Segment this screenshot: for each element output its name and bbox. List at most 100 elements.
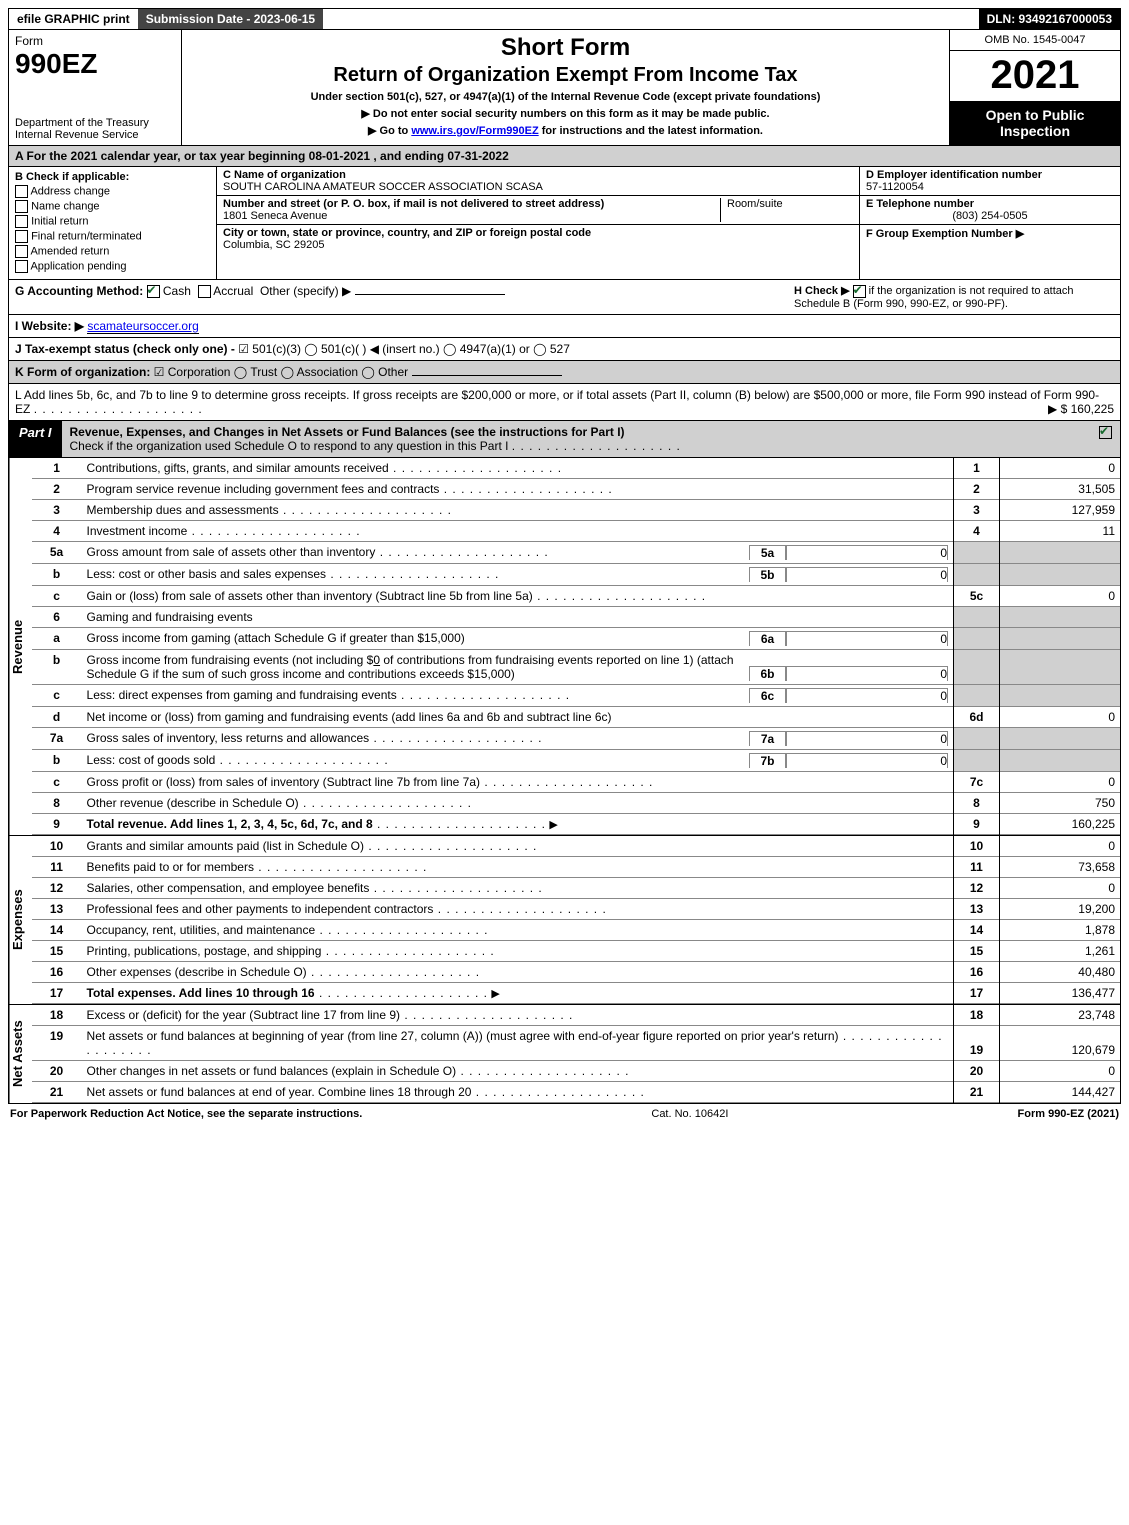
row-i: I Website: ▶ scamateursoccer.org [8, 315, 1121, 338]
b-header: B Check if applicable: [15, 171, 210, 183]
chk-address-change[interactable]: Address change [15, 185, 210, 198]
line-13: 13Professional fees and other payments t… [32, 898, 1120, 919]
line-desc: Gross sales of inventory, less returns a… [87, 731, 370, 745]
checkbox-icon [15, 200, 28, 213]
checkbox-icon [15, 260, 28, 273]
row-a-taxyear: A For the 2021 calendar year, or tax yea… [8, 146, 1121, 167]
part-i-checkbox-cell [1091, 421, 1120, 457]
part-i-title: Revenue, Expenses, and Changes in Net As… [62, 421, 1091, 457]
e-tel-label: E Telephone number [866, 198, 974, 210]
line-9: 9Total revenue. Add lines 1, 2, 3, 4, 5c… [32, 813, 1120, 834]
line-desc: Total expenses. Add lines 10 through 16 [87, 986, 315, 1000]
line-6a: aGross income from gaming (attach Schedu… [32, 627, 1120, 649]
line-1: 1Contributions, gifts, grants, and simil… [32, 458, 1120, 479]
subtitle-ssn: ▶ Do not enter social security numbers o… [188, 107, 943, 120]
line-desc: Gross income from gaming (attach Schedul… [87, 631, 465, 645]
part-i-header: Part I Revenue, Expenses, and Changes in… [8, 421, 1121, 458]
line-6b: bGross income from fundraising events (n… [32, 649, 1120, 684]
chk-application-pending[interactable]: Application pending [15, 260, 210, 273]
revenue-section: Revenue 1Contributions, gifts, grants, a… [8, 458, 1121, 836]
g-cash: Cash [163, 284, 191, 298]
g-label: G Accounting Method: [15, 284, 143, 298]
line-desc: Other revenue (describe in Schedule O) [87, 796, 299, 810]
header-left: Form 990EZ Department of the Treasury In… [9, 30, 182, 145]
col-b-checkboxes: B Check if applicable: Address change Na… [9, 167, 217, 279]
part-i-tab: Part I [9, 421, 62, 457]
opt-label: Amended return [30, 245, 109, 257]
line-desc: Program service revenue including govern… [87, 482, 440, 496]
line-desc: Occupancy, rent, utilities, and maintena… [87, 923, 316, 937]
line-19: 19Net assets or fund balances at beginni… [32, 1025, 1120, 1060]
revenue-vlabel: Revenue [9, 458, 32, 835]
subtitle-section: Under section 501(c), 527, or 4947(a)(1)… [188, 91, 943, 103]
part-i-title-text: Revenue, Expenses, and Changes in Net As… [70, 425, 625, 439]
org-street: 1801 Seneca Avenue [223, 210, 327, 222]
opt-label: Application pending [30, 260, 126, 272]
chk-final-return[interactable]: Final return/terminated [15, 230, 210, 243]
line-desc: Grants and similar amounts paid (list in… [87, 839, 364, 853]
org-name: SOUTH CAROLINA AMATEUR SOCCER ASSOCIATIO… [223, 181, 543, 193]
k-label: K Form of organization: [15, 365, 150, 379]
header-mid: Short Form Return of Organization Exempt… [182, 30, 949, 145]
checkbox-icon [15, 215, 28, 228]
col-def: D Employer identification number 57-1120… [859, 167, 1120, 279]
line-desc: Salaries, other compensation, and employ… [87, 881, 370, 895]
line-5c: cGain or (loss) from sale of assets othe… [32, 585, 1120, 606]
line-desc: Gain or (loss) from sale of assets other… [87, 589, 533, 603]
top-bar: efile GRAPHIC print Submission Date - 20… [8, 8, 1121, 30]
title-return: Return of Organization Exempt From Incom… [188, 64, 943, 87]
footer-left: For Paperwork Reduction Act Notice, see … [10, 1108, 362, 1120]
dept-label: Department of the Treasury Internal Reve… [15, 117, 175, 141]
line-desc: Professional fees and other payments to … [87, 902, 434, 916]
expenses-section: Expenses 10Grants and similar amounts pa… [8, 836, 1121, 1005]
form-word: Form [15, 34, 175, 48]
line-6: 6Gaming and fundraising events [32, 606, 1120, 627]
line-20: 20Other changes in net assets or fund ba… [32, 1060, 1120, 1081]
line-11: 11Benefits paid to or for members1173,65… [32, 856, 1120, 877]
row-l: L Add lines 5b, 6c, and 7b to line 9 to … [8, 384, 1121, 421]
chk-initial-return[interactable]: Initial return [15, 215, 210, 228]
chk-amended-return[interactable]: Amended return [15, 245, 210, 258]
irs-link[interactable]: www.irs.gov/Form990EZ [411, 125, 538, 137]
expenses-table: 10Grants and similar amounts paid (list … [32, 836, 1120, 1004]
line-2: 2Program service revenue including gover… [32, 478, 1120, 499]
line-desc: Gross profit or (loss) from sales of inv… [87, 775, 480, 789]
checkbox-icon [198, 285, 211, 298]
checkbox-icon[interactable] [1099, 426, 1112, 439]
line-desc: Net assets or fund balances at beginning… [87, 1029, 839, 1043]
netassets-table: 18Excess or (deficit) for the year (Subt… [32, 1005, 1120, 1103]
line-18: 18Excess or (deficit) for the year (Subt… [32, 1005, 1120, 1026]
header-right: OMB No. 1545-0047 2021 Open to Public In… [949, 30, 1120, 145]
expenses-vlabel: Expenses [9, 836, 32, 1004]
tel-value: (803) 254-0505 [866, 210, 1114, 222]
chk-name-change[interactable]: Name change [15, 200, 210, 213]
opt-label: Final return/terminated [31, 230, 142, 242]
opt-label: Initial return [31, 215, 88, 227]
line-7a: 7aGross sales of inventory, less returns… [32, 727, 1120, 749]
line-desc: Less: cost of goods sold [87, 753, 216, 767]
efile-print-button[interactable]: efile GRAPHIC print [9, 9, 138, 29]
page-footer: For Paperwork Reduction Act Notice, see … [8, 1104, 1121, 1120]
h-box: H Check ▶ if the organization is not req… [784, 284, 1114, 310]
netassets-vlabel: Net Assets [9, 1005, 32, 1103]
section-bcdef: B Check if applicable: Address change Na… [8, 167, 1121, 280]
footer-mid: Cat. No. 10642I [651, 1108, 728, 1120]
line-3: 3Membership dues and assessments3127,959 [32, 499, 1120, 520]
submission-date-label: Submission Date - 2023-06-15 [138, 9, 323, 29]
l-amount: ▶ $ 160,225 [1048, 402, 1114, 416]
title-shortform: Short Form [188, 34, 943, 62]
website-link[interactable]: scamateursoccer.org [87, 319, 198, 334]
line-17: 17Total expenses. Add lines 10 through 1… [32, 982, 1120, 1003]
line-desc: Excess or (deficit) for the year (Subtra… [87, 1008, 400, 1022]
line-5b: bLess: cost or other basis and sales exp… [32, 563, 1120, 585]
line-desc: Contributions, gifts, grants, and simila… [87, 461, 389, 475]
line-desc: Gross amount from sale of assets other t… [87, 545, 376, 559]
row-k: K Form of organization: ☑ Corporation ◯ … [8, 361, 1121, 384]
checkbox-icon [147, 285, 160, 298]
line-8: 8Other revenue (describe in Schedule O)8… [32, 792, 1120, 813]
netassets-section: Net Assets 18Excess or (deficit) for the… [8, 1005, 1121, 1104]
opt-label: Address change [30, 185, 110, 197]
j-label: J Tax-exempt status (check only one) - [15, 342, 235, 356]
revenue-table: 1Contributions, gifts, grants, and simil… [32, 458, 1120, 835]
line-desc: Other changes in net assets or fund bala… [87, 1064, 457, 1078]
